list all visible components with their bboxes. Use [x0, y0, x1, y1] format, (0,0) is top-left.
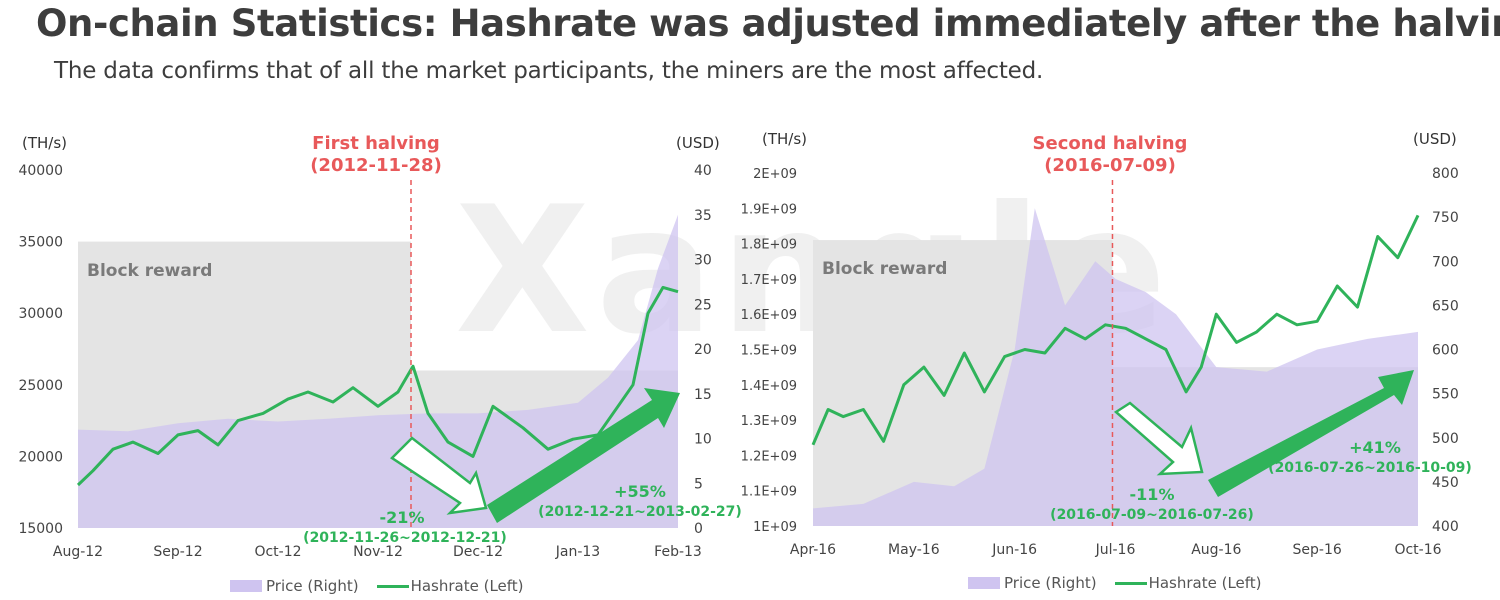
x-tick-label: Feb-13 — [654, 544, 702, 560]
x-tick-label: Dec-12 — [453, 544, 503, 560]
legend-hashrate-swatch — [1114, 581, 1147, 585]
left-axis-unit: (TH/s) — [22, 134, 67, 152]
legend-hashrate-label: Hashrate (Left) — [410, 577, 524, 595]
halving-label: First halving — [312, 133, 440, 154]
down-arrow-icon — [390, 436, 488, 515]
right-tick-label: 800 — [1432, 166, 1459, 182]
x-tick-label: Aug-16 — [1191, 542, 1241, 558]
right-tick-label: 20 — [694, 342, 712, 358]
right-tick-label: 25 — [694, 297, 712, 313]
left-tick-label: 1.1E+09 — [741, 485, 797, 500]
left-tick-label: 1.4E+09 — [741, 379, 797, 394]
right-tick-label: 600 — [1432, 343, 1459, 359]
right-tick-label: 450 — [1432, 475, 1459, 491]
right-tick-label: 15 — [694, 387, 712, 403]
left-axis-unit: (TH/s) — [762, 130, 807, 148]
halving-label: Second halving — [1033, 133, 1188, 154]
x-tick-label: Oct-12 — [254, 544, 301, 560]
right-tick-label: 35 — [694, 208, 712, 224]
left-tick-label: 1.6E+09 — [741, 308, 797, 323]
hashrate-line-series — [76, 285, 679, 487]
down-date-range: (2016-07-09~2016-07-26) — [1050, 507, 1254, 523]
left-tick-label: 1.3E+09 — [741, 414, 797, 429]
right-tick-label: 40 — [694, 163, 712, 179]
legend-hashrate-label: Hashrate (Left) — [1148, 574, 1262, 592]
legend-chart-1: Price (Right) Hashrate (Left) — [230, 577, 524, 595]
right-tick-label: 0 — [694, 521, 703, 537]
left-tick-label: 30000 — [18, 306, 63, 322]
right-axis-unit: (USD) — [676, 134, 720, 152]
left-tick-label: 1.2E+09 — [741, 449, 797, 464]
hashrate-chart-first-halving: 15000 20000 25000 30000 35000 40000 0 5 10 15 20 2… — [18, 133, 742, 560]
right-tick-label: 650 — [1432, 298, 1459, 314]
price-area-series — [813, 208, 1418, 527]
left-tick-label: 1.8E+09 — [741, 238, 797, 253]
down-date-range: (2012-11-26~2012-12-21) — [303, 530, 507, 546]
price-area-series — [78, 214, 678, 529]
up-arrow-icon — [1208, 370, 1414, 497]
left-tick-label: 1.9E+09 — [741, 202, 797, 217]
legend-price-label: Price (Right) — [266, 577, 359, 595]
x-tick-label: Jul-16 — [1095, 542, 1136, 558]
left-tick-label: 15000 — [18, 521, 63, 537]
up-percentage: +55% — [614, 482, 666, 501]
right-tick-label: 750 — [1432, 210, 1459, 226]
x-tick-label: Jan-13 — [555, 544, 600, 560]
halving-date: (2012-11-28) — [310, 155, 442, 176]
right-tick-label: 700 — [1432, 254, 1459, 270]
x-tick-label: Nov-12 — [353, 544, 403, 560]
x-tick-label: Apr-16 — [790, 542, 836, 558]
right-tick-label: 5 — [694, 476, 703, 492]
legend-hashrate-swatch — [376, 584, 409, 588]
page-subtitle: The data confirms that of all the market… — [54, 58, 1044, 84]
x-tick-label: Jun-16 — [991, 542, 1037, 558]
x-tick-label: May-16 — [888, 542, 940, 558]
left-tick-label: 40000 — [18, 163, 63, 179]
x-tick-label: Sep-16 — [1293, 542, 1342, 558]
legend-price-swatch — [230, 580, 262, 592]
x-tick-label: Aug-12 — [53, 544, 103, 560]
left-tick-label: 25000 — [18, 378, 63, 394]
left-tick-label: 1.7E+09 — [741, 273, 797, 288]
up-arrow-icon — [487, 388, 680, 523]
down-percentage: -21% — [380, 508, 425, 527]
block-reward-label: Block reward — [87, 261, 212, 281]
hashrate-chart-second-halving: 1E+09 1.1E+09 1.2E+09 1.3E+09 1.4E+09 1.5E+09… — [741, 130, 1472, 558]
up-percentage: +41% — [1349, 438, 1401, 457]
left-tick-label: 2E+09 — [753, 167, 797, 182]
left-tick-label: 1.5E+09 — [741, 344, 797, 359]
x-tick-label: Sep-12 — [153, 544, 202, 560]
up-date-range: (2012-12-21~2013-02-27) — [538, 504, 742, 520]
right-tick-label: 30 — [694, 253, 712, 269]
down-percentage: -11% — [1130, 485, 1175, 504]
right-tick-label: 400 — [1432, 519, 1459, 535]
block-reward-label: Block reward — [822, 259, 947, 279]
x-tick-label: Oct-16 — [1394, 542, 1441, 558]
right-tick-label: 10 — [694, 432, 712, 448]
legend-chart-2: Price (Right) Hashrate (Left) — [968, 574, 1262, 592]
up-date-range: (2016-07-26~2016-10-09) — [1268, 460, 1472, 476]
hashrate-line-series — [811, 214, 1420, 446]
page-title: On-chain Statistics: Hashrate was adjust… — [36, 2, 1500, 45]
legend-price-swatch — [968, 577, 1000, 589]
left-tick-label: 1E+09 — [753, 520, 797, 535]
left-tick-label: 20000 — [18, 449, 63, 465]
right-axis-unit: (USD) — [1413, 130, 1457, 148]
halving-date: (2016-07-09) — [1044, 155, 1176, 176]
left-tick-label: 35000 — [18, 235, 63, 251]
right-tick-label: 500 — [1432, 431, 1459, 447]
right-tick-label: 550 — [1432, 387, 1459, 403]
legend-price-label: Price (Right) — [1004, 574, 1097, 592]
down-arrow-icon — [1113, 401, 1204, 476]
